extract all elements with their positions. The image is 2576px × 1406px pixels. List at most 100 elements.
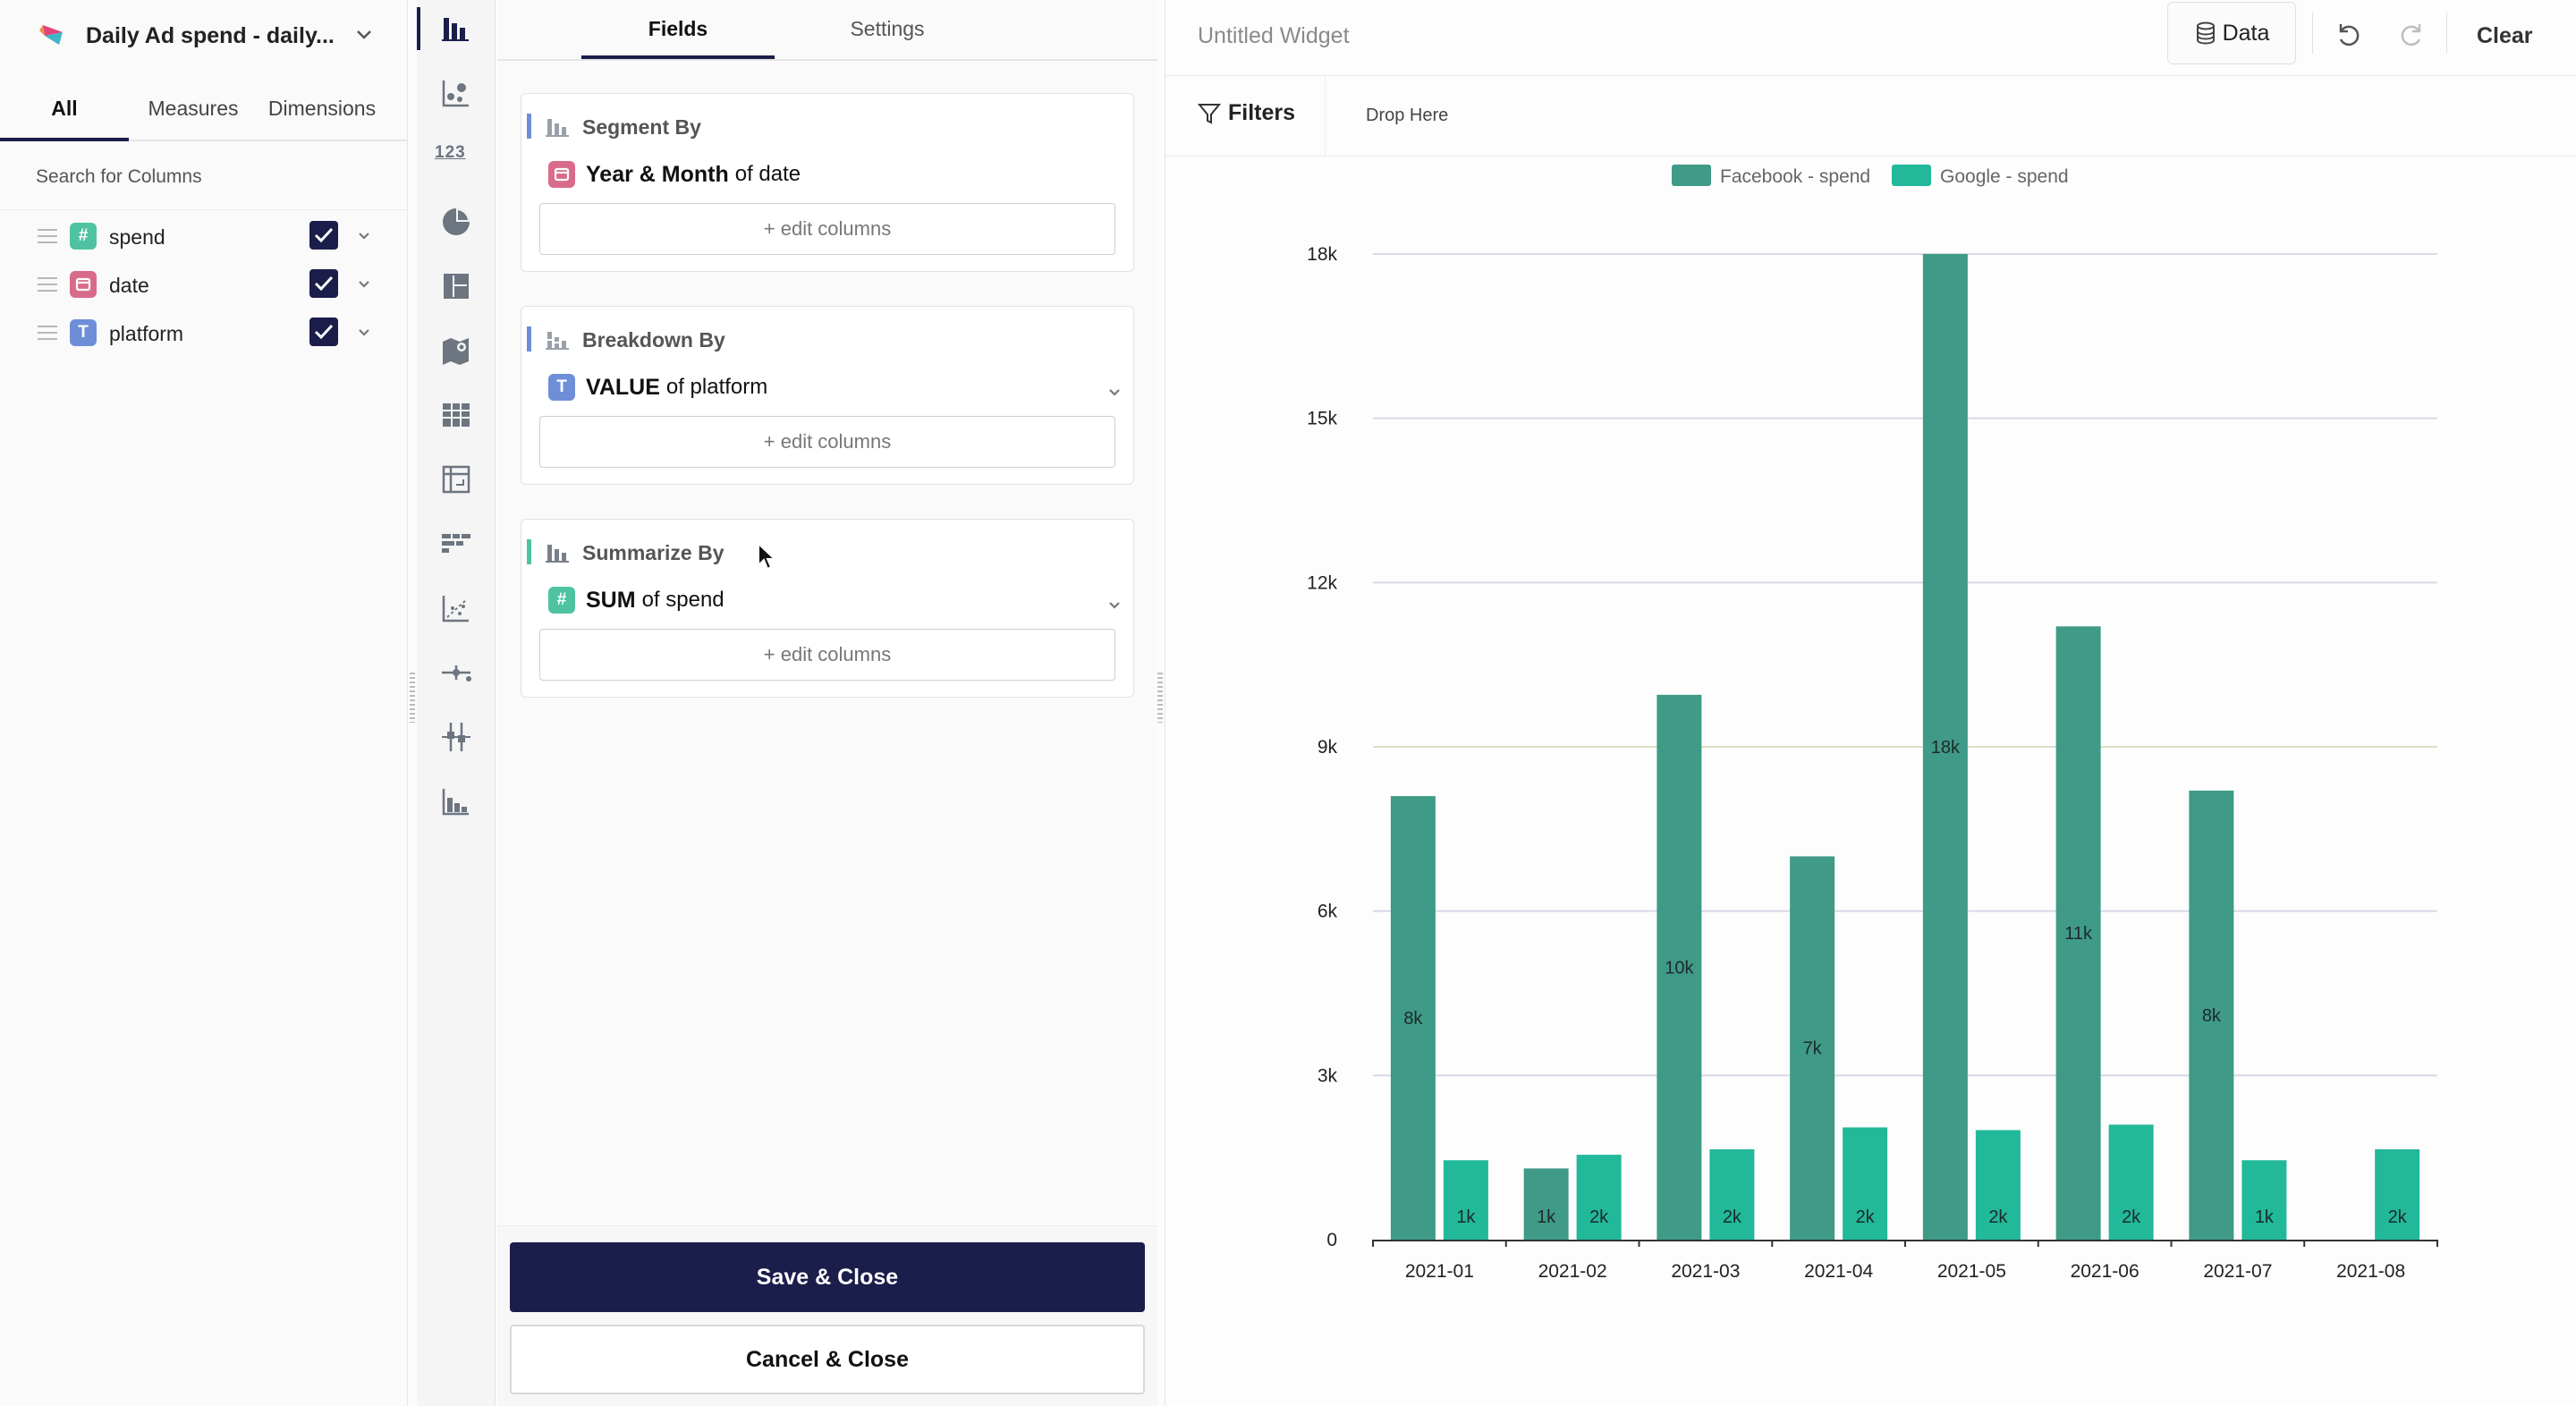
y-tick-label: 18k bbox=[1307, 244, 1337, 265]
bar-facebook[interactable] bbox=[1390, 796, 1436, 1240]
tab-settings[interactable]: Settings bbox=[850, 17, 925, 40]
redo-icon[interactable] bbox=[2396, 18, 2428, 50]
cancel-close-button[interactable]: Cancel & Close bbox=[510, 1325, 1145, 1394]
clear-button[interactable]: Clear bbox=[2477, 23, 2533, 48]
column-checkbox[interactable] bbox=[309, 221, 338, 250]
field-suffix: of spend bbox=[641, 588, 724, 612]
chevron-down-icon[interactable] bbox=[354, 225, 374, 245]
column-checkbox[interactable] bbox=[309, 318, 338, 346]
y-tick-label: 9k bbox=[1318, 737, 1338, 758]
flow-icon[interactable] bbox=[438, 655, 474, 690]
bar-facebook[interactable] bbox=[2189, 790, 2234, 1240]
calendar-type-icon bbox=[70, 271, 97, 298]
data-button-label: Data bbox=[2222, 20, 2270, 46]
bar-chart-icon bbox=[546, 545, 569, 563]
bar-google[interactable] bbox=[1843, 1127, 1888, 1240]
filters-button[interactable]: Filters bbox=[1198, 100, 1295, 126]
field-suffix: of platform bbox=[665, 375, 768, 399]
bar-google[interactable] bbox=[2241, 1160, 2287, 1240]
box-plot-icon[interactable] bbox=[438, 719, 474, 755]
y-tick-label: 3k bbox=[1318, 1065, 1338, 1086]
treemap-icon[interactable] bbox=[438, 268, 474, 304]
legend-swatch-facebook[interactable] bbox=[1672, 165, 1711, 186]
bar-google[interactable] bbox=[2108, 1124, 2154, 1240]
summarize-by-card: Summarize By # SUM of spend + edit colum… bbox=[521, 519, 1134, 698]
column-filter-tabs: All Measures Dimensions bbox=[0, 72, 408, 141]
column-search-input[interactable]: Search for Columns bbox=[36, 166, 202, 187]
tab-dimensions[interactable]: Dimensions bbox=[267, 97, 377, 120]
x-tick-label: 2021-08 bbox=[2336, 1261, 2405, 1282]
column-name: spend bbox=[109, 225, 165, 249]
database-icon bbox=[2196, 21, 2215, 45]
edit-columns-button[interactable]: + edit columns bbox=[539, 203, 1115, 255]
bar-google[interactable] bbox=[1709, 1148, 1755, 1240]
filter-icon bbox=[1198, 103, 1221, 124]
bar-facebook[interactable] bbox=[1790, 856, 1835, 1240]
chevron-down-icon[interactable] bbox=[351, 21, 377, 48]
bar-google[interactable] bbox=[1443, 1160, 1488, 1240]
panel-resize-handle[interactable] bbox=[1157, 673, 1163, 723]
active-indicator bbox=[417, 7, 420, 50]
stacked-bar-icon bbox=[546, 332, 569, 350]
chart-legend: Facebook - spend Google - spend bbox=[1672, 165, 2069, 187]
chevron-down-icon[interactable] bbox=[1105, 595, 1124, 614]
edit-columns-button[interactable]: + edit columns bbox=[539, 416, 1115, 468]
number-kpi-icon[interactable]: 123 bbox=[435, 143, 466, 162]
column-checkbox[interactable] bbox=[309, 269, 338, 298]
pie-chart-icon[interactable] bbox=[438, 204, 474, 240]
column-row-spend[interactable]: # spend bbox=[0, 213, 408, 259]
edit-columns-button[interactable]: + edit columns bbox=[539, 629, 1115, 681]
bar-google[interactable] bbox=[2375, 1148, 2420, 1240]
breakdown-field[interactable]: T VALUE of platform bbox=[548, 369, 767, 405]
panel-resize-handle[interactable] bbox=[410, 673, 415, 723]
tab-measures[interactable]: Measures bbox=[148, 97, 239, 120]
bar-facebook[interactable] bbox=[1523, 1168, 1569, 1240]
card-title: Breakdown By bbox=[582, 328, 725, 352]
save-close-button[interactable]: Save & Close bbox=[510, 1242, 1145, 1312]
checkmark-icon bbox=[314, 227, 334, 243]
app-logo-icon bbox=[36, 18, 72, 54]
bar-data-label: 2k bbox=[2122, 1207, 2141, 1227]
columns-panel: Daily Ad spend - daily... All Measures D… bbox=[0, 0, 408, 1406]
drag-handle-icon[interactable] bbox=[38, 326, 57, 340]
bar-facebook[interactable] bbox=[2055, 626, 2101, 1240]
legend-label-facebook: Facebook - spend bbox=[1720, 166, 1870, 187]
datasource-selector[interactable]: Daily Ad spend - daily... bbox=[0, 0, 408, 72]
column-row-platform[interactable]: T platform bbox=[0, 309, 408, 356]
bar-google[interactable] bbox=[1576, 1155, 1622, 1240]
bar-data-label: 8k bbox=[1403, 1009, 1423, 1029]
data-button[interactable]: Data bbox=[2167, 2, 2296, 64]
drag-handle-icon[interactable] bbox=[38, 277, 57, 292]
map-icon[interactable] bbox=[438, 333, 474, 368]
chevron-down-icon[interactable] bbox=[1105, 382, 1124, 402]
stacked-bar-icon[interactable] bbox=[438, 783, 474, 819]
chevron-down-icon[interactable] bbox=[354, 274, 374, 293]
table-icon[interactable] bbox=[438, 397, 474, 433]
undo-icon[interactable] bbox=[2332, 18, 2364, 50]
column-row-date[interactable]: date bbox=[0, 261, 408, 308]
number-type-icon: # bbox=[70, 223, 97, 250]
drag-handle-icon[interactable] bbox=[38, 229, 57, 243]
text-type-icon: T bbox=[548, 374, 575, 401]
chevron-down-icon[interactable] bbox=[354, 322, 374, 342]
filter-drop-zone[interactable]: Drop Here bbox=[1366, 106, 1449, 125]
bar-data-label: 2k bbox=[1589, 1207, 1609, 1227]
tab-all[interactable]: All bbox=[0, 72, 129, 141]
segment-field[interactable]: Year & Month of date bbox=[548, 157, 801, 192]
trend-scatter-icon[interactable] bbox=[438, 590, 474, 626]
bar-facebook[interactable] bbox=[1922, 254, 1968, 1240]
summarize-field[interactable]: # SUM of spend bbox=[548, 582, 724, 618]
scatter-chart-icon[interactable] bbox=[438, 75, 474, 111]
bar-chart-icon[interactable] bbox=[438, 11, 474, 47]
bar-data-label: 10k bbox=[1665, 958, 1694, 978]
column-name: platform bbox=[109, 322, 184, 345]
bar-facebook[interactable] bbox=[1657, 694, 1702, 1240]
legend-swatch-google[interactable] bbox=[1892, 165, 1931, 186]
widget-title[interactable]: Untitled Widget bbox=[1198, 23, 1350, 48]
tab-fields[interactable]: Fields bbox=[581, 0, 775, 59]
bar-google[interactable] bbox=[1975, 1130, 2021, 1240]
x-tick-label: 2021-02 bbox=[1538, 1261, 1607, 1282]
funnel-bars-icon[interactable] bbox=[438, 526, 474, 562]
bar-data-label: 18k bbox=[1931, 738, 1961, 758]
pivot-table-icon[interactable] bbox=[438, 462, 474, 497]
